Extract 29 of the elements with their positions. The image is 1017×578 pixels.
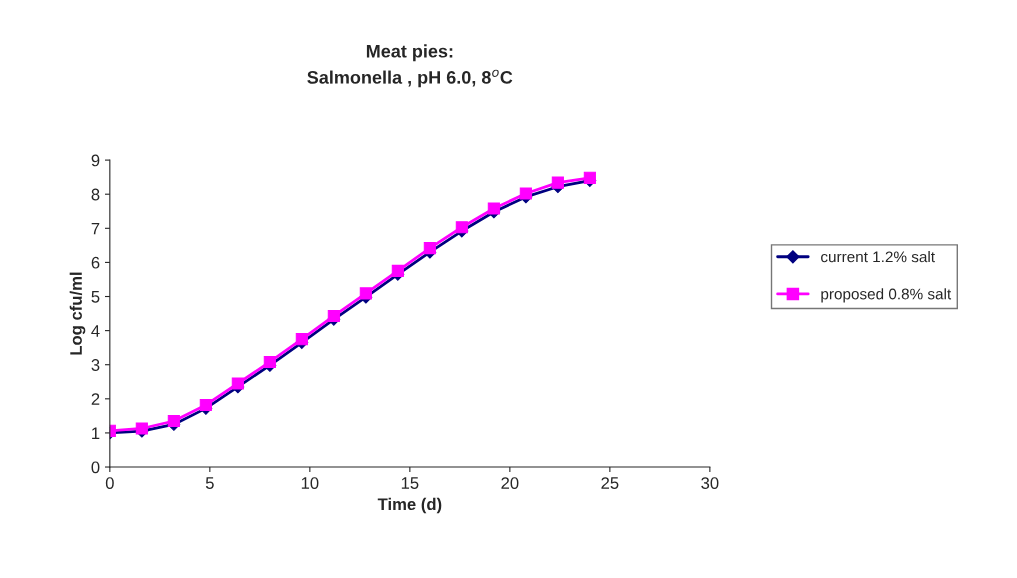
y-tick-label: 4 xyxy=(91,325,100,337)
point xyxy=(455,221,468,234)
legend-label: proposed 0.8% salt xyxy=(821,288,952,303)
chart-title: Meat pies: Salmonella , pH 6.0, 8$^{o}$C xyxy=(307,44,513,88)
legend-label: current 1.2% salt xyxy=(821,251,935,263)
x-tick-label: 5 xyxy=(205,477,214,489)
x-tick-label: 10 xyxy=(301,477,319,489)
y-tick-label: 0 xyxy=(91,461,100,474)
point xyxy=(231,377,244,390)
point xyxy=(423,242,436,255)
y-axis-title: Log cfu/ml xyxy=(69,272,86,355)
point xyxy=(551,176,564,189)
y-tick-label: 9 xyxy=(91,154,100,167)
y-tick-label: 3 xyxy=(91,359,100,371)
point xyxy=(487,202,500,215)
y-tick-label: 5 xyxy=(91,291,100,303)
x-tick-label: 0 xyxy=(105,477,114,489)
y-tick-label: 6 xyxy=(91,256,100,269)
y-tick-label: 2 xyxy=(91,393,100,405)
x-axis-title: Time (d) xyxy=(377,497,442,514)
x-tick-label: 15 xyxy=(401,477,419,489)
y-tick-label: 1 xyxy=(92,427,100,439)
x-tick-label: 30 xyxy=(701,477,719,489)
x-tick-label: 20 xyxy=(501,477,519,489)
point xyxy=(519,187,532,200)
y-tick-label: 8 xyxy=(91,188,100,201)
x-tick-label: 25 xyxy=(601,477,619,489)
y-tick-label: 7 xyxy=(91,222,100,235)
point xyxy=(359,287,372,300)
